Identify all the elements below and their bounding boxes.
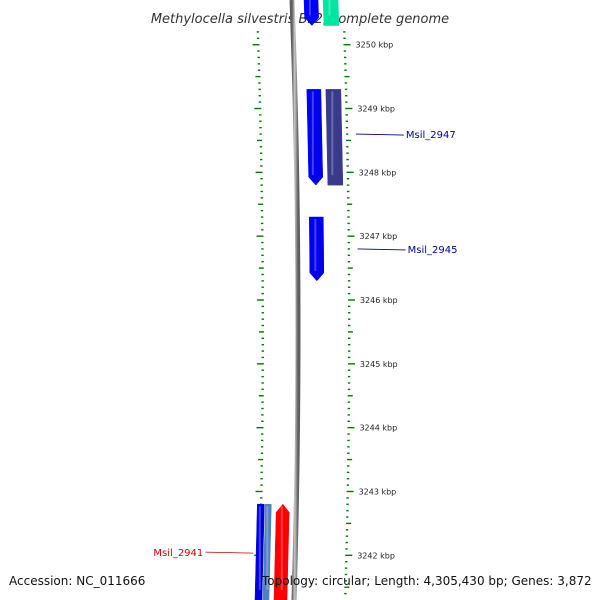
gene-label-leader: [355, 133, 404, 136]
gene-label[interactable]: Msil_2947: [406, 130, 456, 141]
gene-highlight: [314, 219, 317, 271]
tick-label: 3245 kbp: [360, 360, 398, 369]
tick-label: 3246 kbp: [360, 296, 398, 305]
gene-arrow[interactable]: [273, 503, 290, 600]
gene-highlight: [311, 91, 314, 176]
gene-label-leader: [357, 248, 406, 251]
gene-highlight: [266, 506, 269, 590]
scale-tick-labels: 3250 kbp 3249 kbp 3248 kbp 3247 kbp 3246 kbp…: [356, 41, 398, 561]
genome-backbone: [289, 0, 301, 600]
gene-arrow[interactable]: [309, 216, 325, 282]
gene-labels: Msil_2947 Msil_2945 Msil_2941: [153, 130, 457, 559]
tick-label: 3242 kbp: [357, 551, 395, 560]
outer-scale-ticks: [343, 31, 355, 595]
tick-label: 3244 kbp: [359, 424, 397, 433]
topology-text: Topology: circular; Length: 4,305,430 bp…: [262, 574, 592, 588]
gene-features: [254, 0, 344, 600]
gene-label[interactable]: Msil_2941: [153, 548, 203, 559]
tick-label: 3247 kbp: [360, 232, 398, 241]
gene-arrow[interactable]: [262, 504, 272, 600]
tick-label: 3250 kbp: [356, 41, 394, 50]
tick-label: 3249 kbp: [357, 105, 395, 114]
gene-arrow[interactable]: [303, 0, 319, 26]
gene-arrow[interactable]: [254, 504, 265, 600]
gene-label-leader: [205, 551, 254, 554]
gene-highlight: [258, 506, 261, 590]
gene-highlight: [280, 506, 283, 590]
gene-highlight: [308, 0, 311, 16]
gene-arrow[interactable]: [322, 0, 340, 26]
accession-text: Accession: NC_011666: [9, 574, 146, 588]
tick-label: 3243 kbp: [359, 487, 397, 496]
gene-label[interactable]: Msil_2945: [408, 245, 458, 256]
gene-highlight: [331, 91, 334, 176]
gene-arrow[interactable]: [306, 89, 323, 186]
gene-arrow[interactable]: [325, 89, 344, 186]
gene-highlight: [328, 0, 331, 16]
map-title: Methylocella silvestris BL2, complete ge…: [151, 12, 449, 27]
tick-label: 3248 kbp: [359, 168, 397, 177]
